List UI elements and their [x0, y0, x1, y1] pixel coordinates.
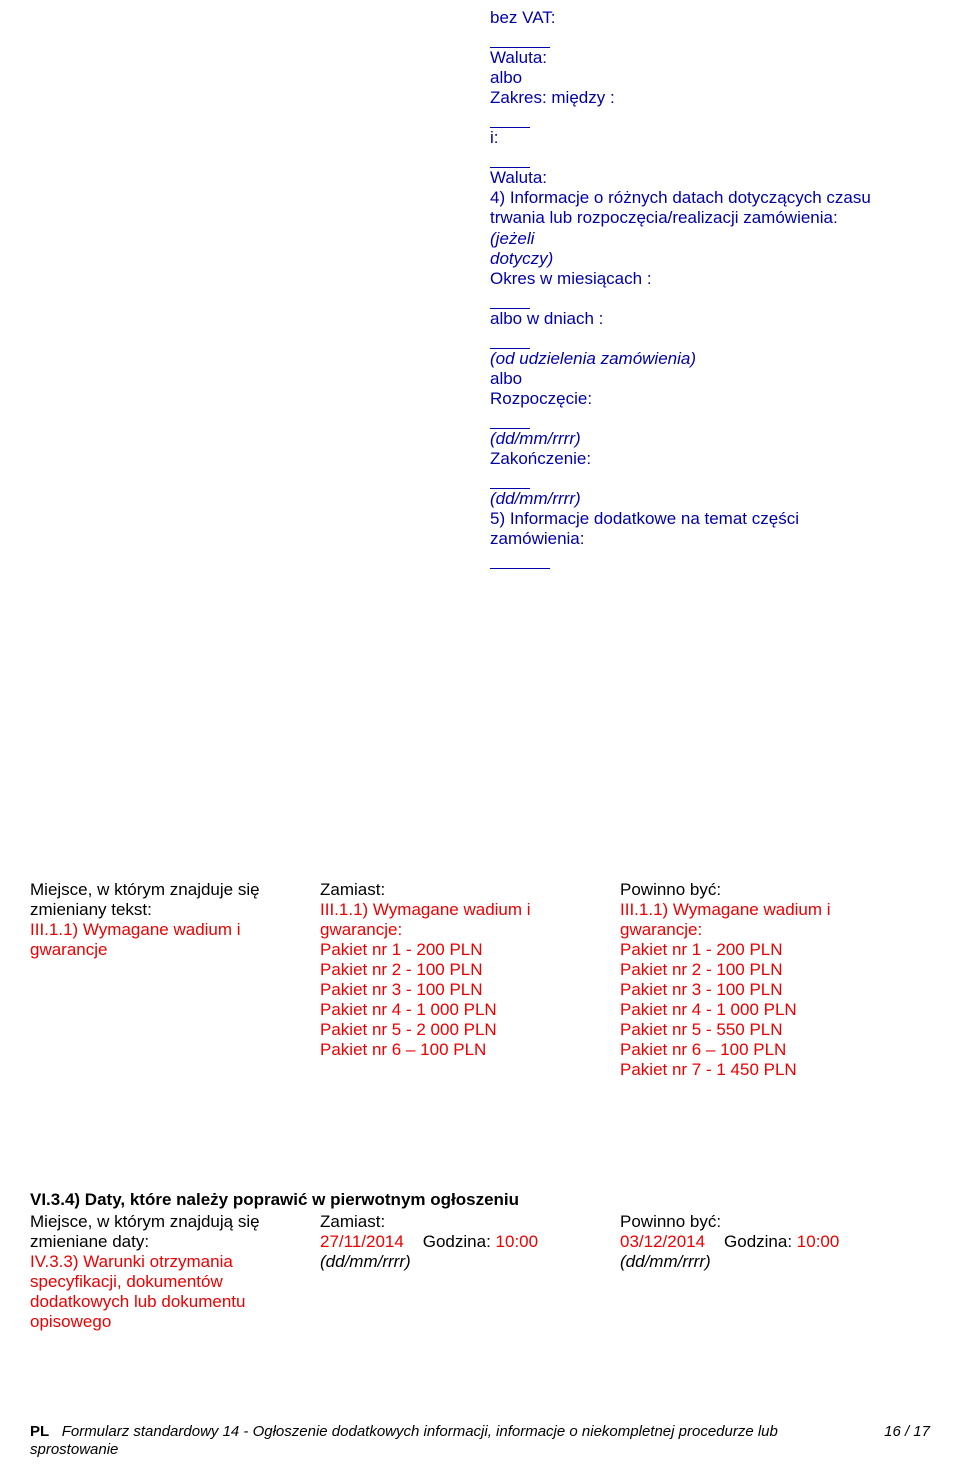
label-line4: 4) Informacje o różnych datach dotyczący…	[490, 188, 890, 228]
before-line: Pakiet nr 5 - 2 000 PLN	[320, 1020, 620, 1040]
blank-field	[490, 291, 530, 309]
section-heading: VI.3.4) Daty, które należy poprawić w pi…	[30, 1190, 930, 1210]
loc-ref: opisowego	[30, 1312, 320, 1332]
label-albo-dniach: albo w dniach :	[490, 309, 603, 328]
after-line: Pakiet nr 6 – 100 PLN	[620, 1040, 920, 1060]
loc-ref: III.1.1) Wymagane wadium i	[30, 920, 320, 940]
correction-before-col: Zamiast: III.1.1) Wymagane wadium i gwar…	[320, 880, 620, 1080]
label-dotyczy: dotyczy)	[490, 249, 553, 268]
correction-date-section: VI.3.4) Daty, które należy poprawić w pi…	[30, 1190, 930, 1332]
powinno-label: Powinno być:	[620, 1212, 920, 1232]
label-i: i:	[490, 128, 890, 148]
date-value: 03/12/2014	[620, 1232, 705, 1251]
correction-location-col: Miejsce, w którym znajduje się zmieniany…	[30, 880, 320, 1080]
loc-ref: gwarancje	[30, 940, 320, 960]
label-waluta: Waluta:	[490, 168, 890, 188]
before-line: Pakiet nr 1 - 200 PLN	[320, 940, 620, 960]
after-line: III.1.1) Wymagane wadium i	[620, 900, 920, 920]
footer-pl: PL	[30, 1423, 49, 1440]
loc-line: Miejsce, w którym znajduje się	[30, 880, 320, 900]
after-line: Pakiet nr 2 - 100 PLN	[620, 960, 920, 980]
part-info-block: bez VAT: Waluta: albo Zakres: między : i…	[490, 8, 890, 569]
loc-ref: specyfikacji, dokumentów	[30, 1272, 320, 1292]
after-line: Pakiet nr 3 - 100 PLN	[620, 980, 920, 1000]
before-line: Pakiet nr 3 - 100 PLN	[320, 980, 620, 1000]
blank-field	[490, 150, 530, 168]
before-line: gwarancje:	[320, 920, 620, 940]
label-waluta: Waluta:	[490, 48, 890, 68]
date-before-col: Zamiast: 27/11/2014 Godzina: 10:00 (dd/m…	[320, 1212, 620, 1332]
loc-line: zmieniane daty:	[30, 1232, 320, 1252]
before-line: Pakiet nr 4 - 1 000 PLN	[320, 1000, 620, 1020]
label-zakonczenie: Zakończenie:	[490, 449, 890, 469]
page-footer: PL Formularz standardowy 14 - Ogłoszenie…	[30, 1423, 930, 1459]
blank-field	[490, 30, 550, 48]
zamiast-label: Zamiast:	[320, 1212, 620, 1232]
footer-text: Formularz standardowy 14 - Ogłoszenie do…	[30, 1423, 778, 1458]
label-ddmm: (dd/mm/rrrr)	[490, 429, 890, 449]
label-albo: albo	[490, 68, 890, 88]
date-after-col: Powinno być: 03/12/2014 Godzina: 10:00 (…	[620, 1212, 920, 1332]
page-number: 16 / 17	[870, 1423, 930, 1459]
after-line: Pakiet nr 1 - 200 PLN	[620, 940, 920, 960]
before-line: III.1.1) Wymagane wadium i	[320, 900, 620, 920]
label-albo: albo	[490, 369, 890, 389]
label-ddmm: (dd/mm/rrrr)	[620, 1252, 920, 1272]
before-line: Pakiet nr 6 – 100 PLN	[320, 1040, 620, 1060]
correction-after-col: Powinno być: III.1.1) Wymagane wadium i …	[620, 880, 920, 1080]
zamiast-label: Zamiast:	[320, 880, 620, 900]
loc-ref: IV.3.3) Warunki otrzymania	[30, 1252, 320, 1272]
label-ddmm: (dd/mm/rrrr)	[490, 489, 890, 509]
time-value: 10:00	[496, 1232, 539, 1251]
after-line: Pakiet nr 7 - 1 450 PLN	[620, 1060, 920, 1080]
label-okres: Okres w miesiącach :	[490, 269, 890, 289]
label-od-udz: (od udzielenia zamówienia)	[490, 349, 890, 369]
blank-field	[490, 110, 530, 128]
loc-line: zmieniany tekst:	[30, 900, 320, 920]
correction-text-section: Miejsce, w którym znajduje się zmieniany…	[30, 880, 930, 1080]
loc-line: Miejsce, w którym znajdują się	[30, 1212, 320, 1232]
after-line: Pakiet nr 5 - 550 PLN	[620, 1020, 920, 1040]
label-zakres: Zakres: między :	[490, 88, 890, 108]
blank-field	[490, 411, 530, 429]
label-line5: 5) Informacje dodatkowe na temat części …	[490, 509, 890, 549]
date-location-col: Miejsce, w którym znajdują się zmieniane…	[30, 1212, 320, 1332]
before-line: Pakiet nr 2 - 100 PLN	[320, 960, 620, 980]
label-ddmm: (dd/mm/rrrr)	[320, 1252, 620, 1272]
blank-field	[490, 471, 530, 489]
godzina-label: Godzina:	[423, 1232, 491, 1251]
blank-field	[490, 551, 550, 569]
powinno-label: Powinno być:	[620, 880, 920, 900]
after-line: gwarancje:	[620, 920, 920, 940]
after-line: Pakiet nr 4 - 1 000 PLN	[620, 1000, 920, 1020]
label-bez-vat: bez VAT:	[490, 8, 890, 28]
time-value: 10:00	[797, 1232, 840, 1251]
label-jezeli: (jeżeli	[490, 229, 534, 248]
loc-ref: dodatkowych lub dokumentu	[30, 1292, 320, 1312]
blank-field	[490, 331, 530, 349]
label-rozpoczecie: Rozpoczęcie:	[490, 389, 890, 409]
godzina-label: Godzina:	[724, 1232, 792, 1251]
date-value: 27/11/2014	[320, 1232, 404, 1251]
